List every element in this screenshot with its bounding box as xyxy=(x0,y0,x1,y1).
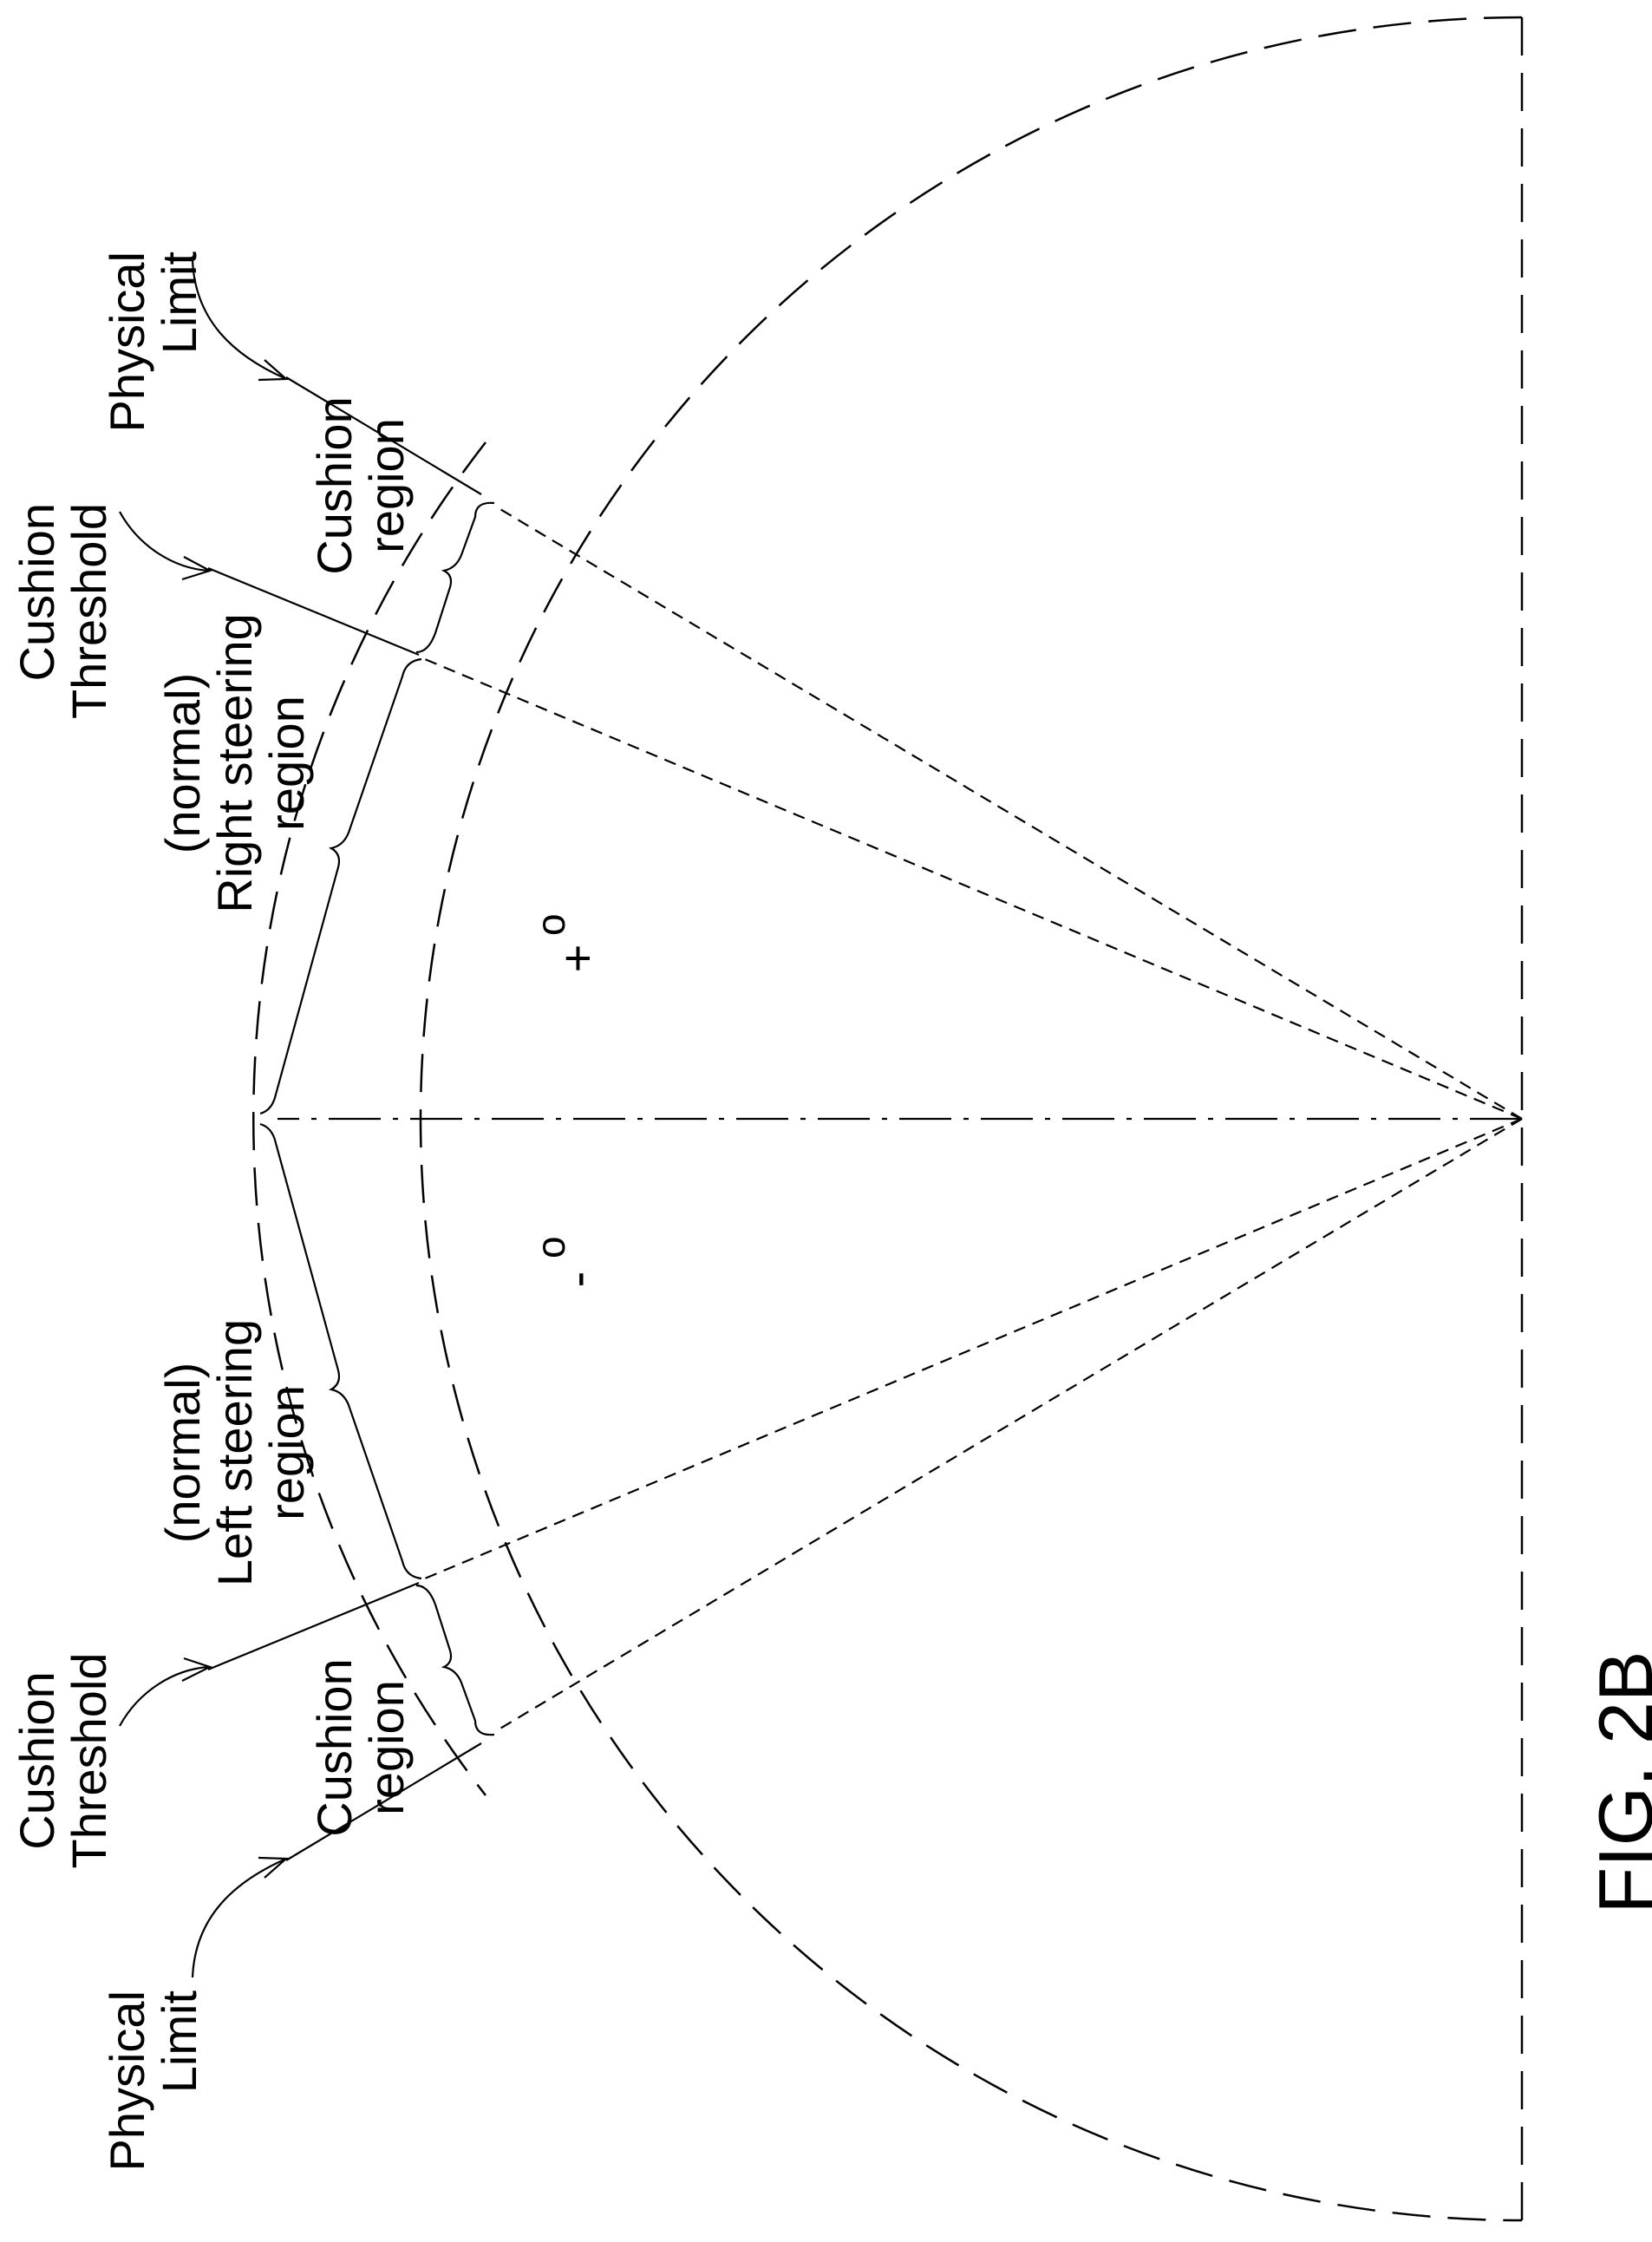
label-physical-limit-bottom: Physical Limit xyxy=(100,1990,206,2172)
ray-cushion-threshold-top xyxy=(424,657,1523,1121)
figure-caption: FIG. 2B xyxy=(1583,1650,1652,1913)
svg-text:Cushion: Cushion xyxy=(307,396,362,574)
svg-text:Cushion: Cushion xyxy=(10,1671,64,1849)
svg-text:(normal): (normal) xyxy=(155,1363,210,1543)
svg-text:Threshold: Threshold xyxy=(62,503,116,719)
label-right-steering: (normal) Right steering region xyxy=(155,613,314,913)
svg-text:FIG. 2B: FIG. 2B xyxy=(1583,1650,1652,1913)
svg-text:Right steering: Right steering xyxy=(207,613,262,913)
arrow-cushion-threshold-top xyxy=(119,511,209,572)
svg-text:o: o xyxy=(528,913,573,936)
leader-cushion-threshold-top xyxy=(207,566,420,657)
svg-text:-: - xyxy=(550,1271,604,1288)
svg-text:region: region xyxy=(359,1680,414,1815)
leader-physical-limit-bottom xyxy=(285,1742,482,1861)
ray-physical-limit-bottom xyxy=(493,1118,1523,1733)
arrow-physical-limit-top xyxy=(191,259,285,380)
brace-left-steering xyxy=(259,1122,422,1580)
svg-text:Limit: Limit xyxy=(152,252,206,355)
svg-text:region: region xyxy=(359,418,414,553)
ray-physical-limit-top xyxy=(493,505,1523,1120)
svg-text:region: region xyxy=(259,696,314,831)
label-left-steering: (normal) Left steering region xyxy=(155,1319,314,1586)
label-cushion-region-top: Cushion region xyxy=(307,396,414,574)
arrow-physical-limit-top-head xyxy=(258,359,289,382)
leader-physical-limit-top xyxy=(285,376,482,495)
ray-cushion-threshold-bottom xyxy=(424,1117,1523,1580)
svg-text:Left steering: Left steering xyxy=(207,1319,262,1586)
svg-text:Physical: Physical xyxy=(100,1990,154,2172)
svg-text:Threshold: Threshold xyxy=(62,1652,116,1868)
svg-text:+: + xyxy=(550,945,604,973)
svg-text:region: region xyxy=(259,1385,314,1520)
svg-text:Limit: Limit xyxy=(152,1990,206,2094)
svg-text:Cushion: Cushion xyxy=(307,1658,362,1836)
svg-text:(normal): (normal) xyxy=(155,673,210,853)
brace-cushion-region-bottom xyxy=(415,1584,495,1736)
brace-cushion-region-top xyxy=(415,501,495,654)
svg-text:Cushion: Cushion xyxy=(10,503,64,681)
arrow-physical-limit-bottom-head xyxy=(258,1856,289,1879)
label-plus-angle: + o xyxy=(528,913,604,972)
label-cushion-threshold-bottom: Cushion Threshold xyxy=(10,1652,116,1868)
svg-text:o: o xyxy=(528,1236,573,1258)
leader-cushion-threshold-bottom xyxy=(207,1581,420,1671)
brace-right-steering xyxy=(259,657,422,1115)
arrow-cushion-threshold-top-head xyxy=(181,556,212,581)
label-minus-angle: - o xyxy=(528,1236,604,1287)
arrow-cushion-threshold-bottom xyxy=(119,1665,209,1727)
label-cushion-region-bottom: Cushion region xyxy=(307,1658,414,1836)
svg-text:Physical: Physical xyxy=(100,252,154,433)
arrow-physical-limit-bottom xyxy=(191,1858,285,1978)
arrow-cushion-threshold-bottom-head xyxy=(181,1657,212,1682)
label-physical-limit-top: Physical Limit xyxy=(100,252,206,433)
label-cushion-threshold-top: Cushion Threshold xyxy=(10,503,116,719)
